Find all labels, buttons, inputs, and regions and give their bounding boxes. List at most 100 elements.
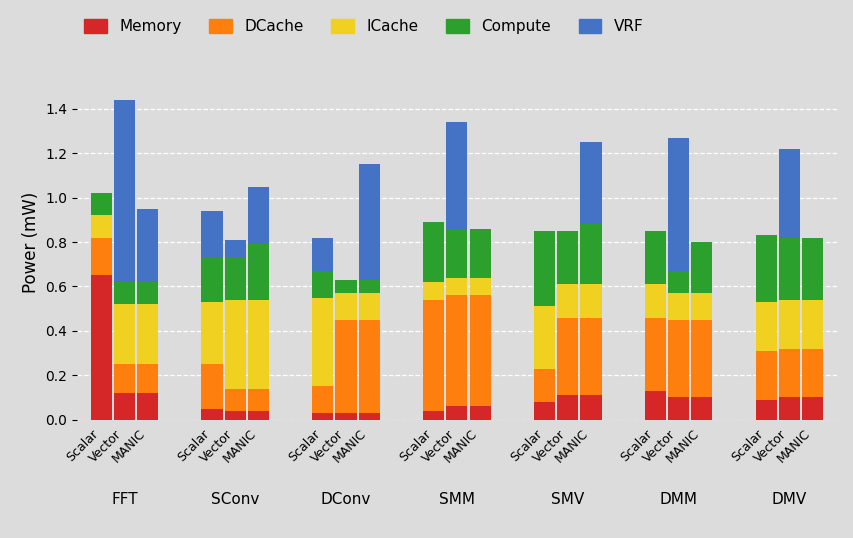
Text: FFT: FFT xyxy=(111,492,137,507)
Text: DMM: DMM xyxy=(659,492,697,507)
Bar xyxy=(113,305,135,364)
Bar xyxy=(224,258,246,300)
Bar xyxy=(201,258,223,302)
Bar xyxy=(224,300,246,388)
Bar xyxy=(690,398,711,420)
Bar xyxy=(113,393,135,420)
Bar xyxy=(801,238,822,300)
Bar xyxy=(201,364,223,408)
Bar xyxy=(136,364,158,393)
Bar xyxy=(136,393,158,420)
Bar xyxy=(247,187,269,244)
Bar xyxy=(778,398,799,420)
Bar xyxy=(667,320,688,398)
Bar xyxy=(644,317,665,391)
Bar xyxy=(446,406,467,420)
Bar xyxy=(556,284,577,317)
Text: SConv: SConv xyxy=(211,492,259,507)
Bar xyxy=(136,282,158,305)
Text: DConv: DConv xyxy=(321,492,371,507)
Bar xyxy=(446,122,467,229)
Bar xyxy=(358,293,380,320)
Bar xyxy=(644,284,665,317)
Bar xyxy=(667,293,688,320)
Bar xyxy=(556,317,577,395)
Bar xyxy=(580,142,601,224)
Bar xyxy=(533,369,554,402)
Bar xyxy=(644,231,665,284)
Bar xyxy=(312,298,333,386)
Bar xyxy=(136,305,158,364)
Bar xyxy=(201,302,223,364)
Bar xyxy=(224,411,246,420)
Bar xyxy=(358,413,380,420)
Bar xyxy=(580,317,601,395)
Bar xyxy=(422,222,444,282)
Bar xyxy=(335,320,357,413)
Bar xyxy=(335,413,357,420)
Bar xyxy=(778,349,799,398)
Bar xyxy=(201,211,223,258)
Bar xyxy=(755,351,776,400)
Bar xyxy=(224,388,246,411)
Bar xyxy=(469,229,490,278)
Bar xyxy=(580,395,601,420)
Bar xyxy=(312,271,333,298)
Bar xyxy=(247,300,269,388)
Bar xyxy=(446,229,467,278)
Bar xyxy=(801,398,822,420)
Bar xyxy=(335,280,357,293)
Bar xyxy=(312,238,333,271)
Legend: Memory, DCache, ICache, Compute, VRF: Memory, DCache, ICache, Compute, VRF xyxy=(84,19,642,34)
Bar xyxy=(446,295,467,406)
Bar xyxy=(533,402,554,420)
Bar xyxy=(533,307,554,369)
Bar xyxy=(755,236,776,302)
Bar xyxy=(358,165,380,280)
Bar xyxy=(90,238,112,275)
Bar xyxy=(690,320,711,398)
Bar xyxy=(358,320,380,413)
Bar xyxy=(422,411,444,420)
Bar xyxy=(113,100,135,282)
Bar xyxy=(201,408,223,420)
Bar xyxy=(801,349,822,398)
Bar xyxy=(90,215,112,238)
Bar xyxy=(755,400,776,420)
Bar xyxy=(580,224,601,284)
Bar xyxy=(469,295,490,406)
Bar xyxy=(801,300,822,349)
Bar xyxy=(778,300,799,349)
Bar xyxy=(580,284,601,317)
Bar xyxy=(556,395,577,420)
Bar xyxy=(556,231,577,284)
Bar xyxy=(644,391,665,420)
Y-axis label: Power (mW): Power (mW) xyxy=(21,192,39,293)
Bar xyxy=(690,242,711,293)
Bar xyxy=(247,388,269,411)
Bar xyxy=(469,406,490,420)
Bar xyxy=(358,280,380,293)
Bar xyxy=(90,193,112,215)
Bar xyxy=(422,300,444,411)
Text: DMV: DMV xyxy=(771,492,806,507)
Bar xyxy=(113,282,135,305)
Bar xyxy=(312,413,333,420)
Bar xyxy=(755,302,776,351)
Bar xyxy=(469,278,490,295)
Bar xyxy=(690,293,711,320)
Bar xyxy=(533,231,554,307)
Bar xyxy=(422,282,444,300)
Bar xyxy=(136,209,158,282)
Bar xyxy=(667,271,688,293)
Bar xyxy=(778,149,799,238)
Bar xyxy=(667,398,688,420)
Bar xyxy=(667,138,688,271)
Bar xyxy=(446,278,467,295)
Bar xyxy=(224,240,246,258)
Bar xyxy=(247,411,269,420)
Text: SMV: SMV xyxy=(550,492,583,507)
Bar xyxy=(90,275,112,420)
Bar xyxy=(778,238,799,300)
Bar xyxy=(335,293,357,320)
